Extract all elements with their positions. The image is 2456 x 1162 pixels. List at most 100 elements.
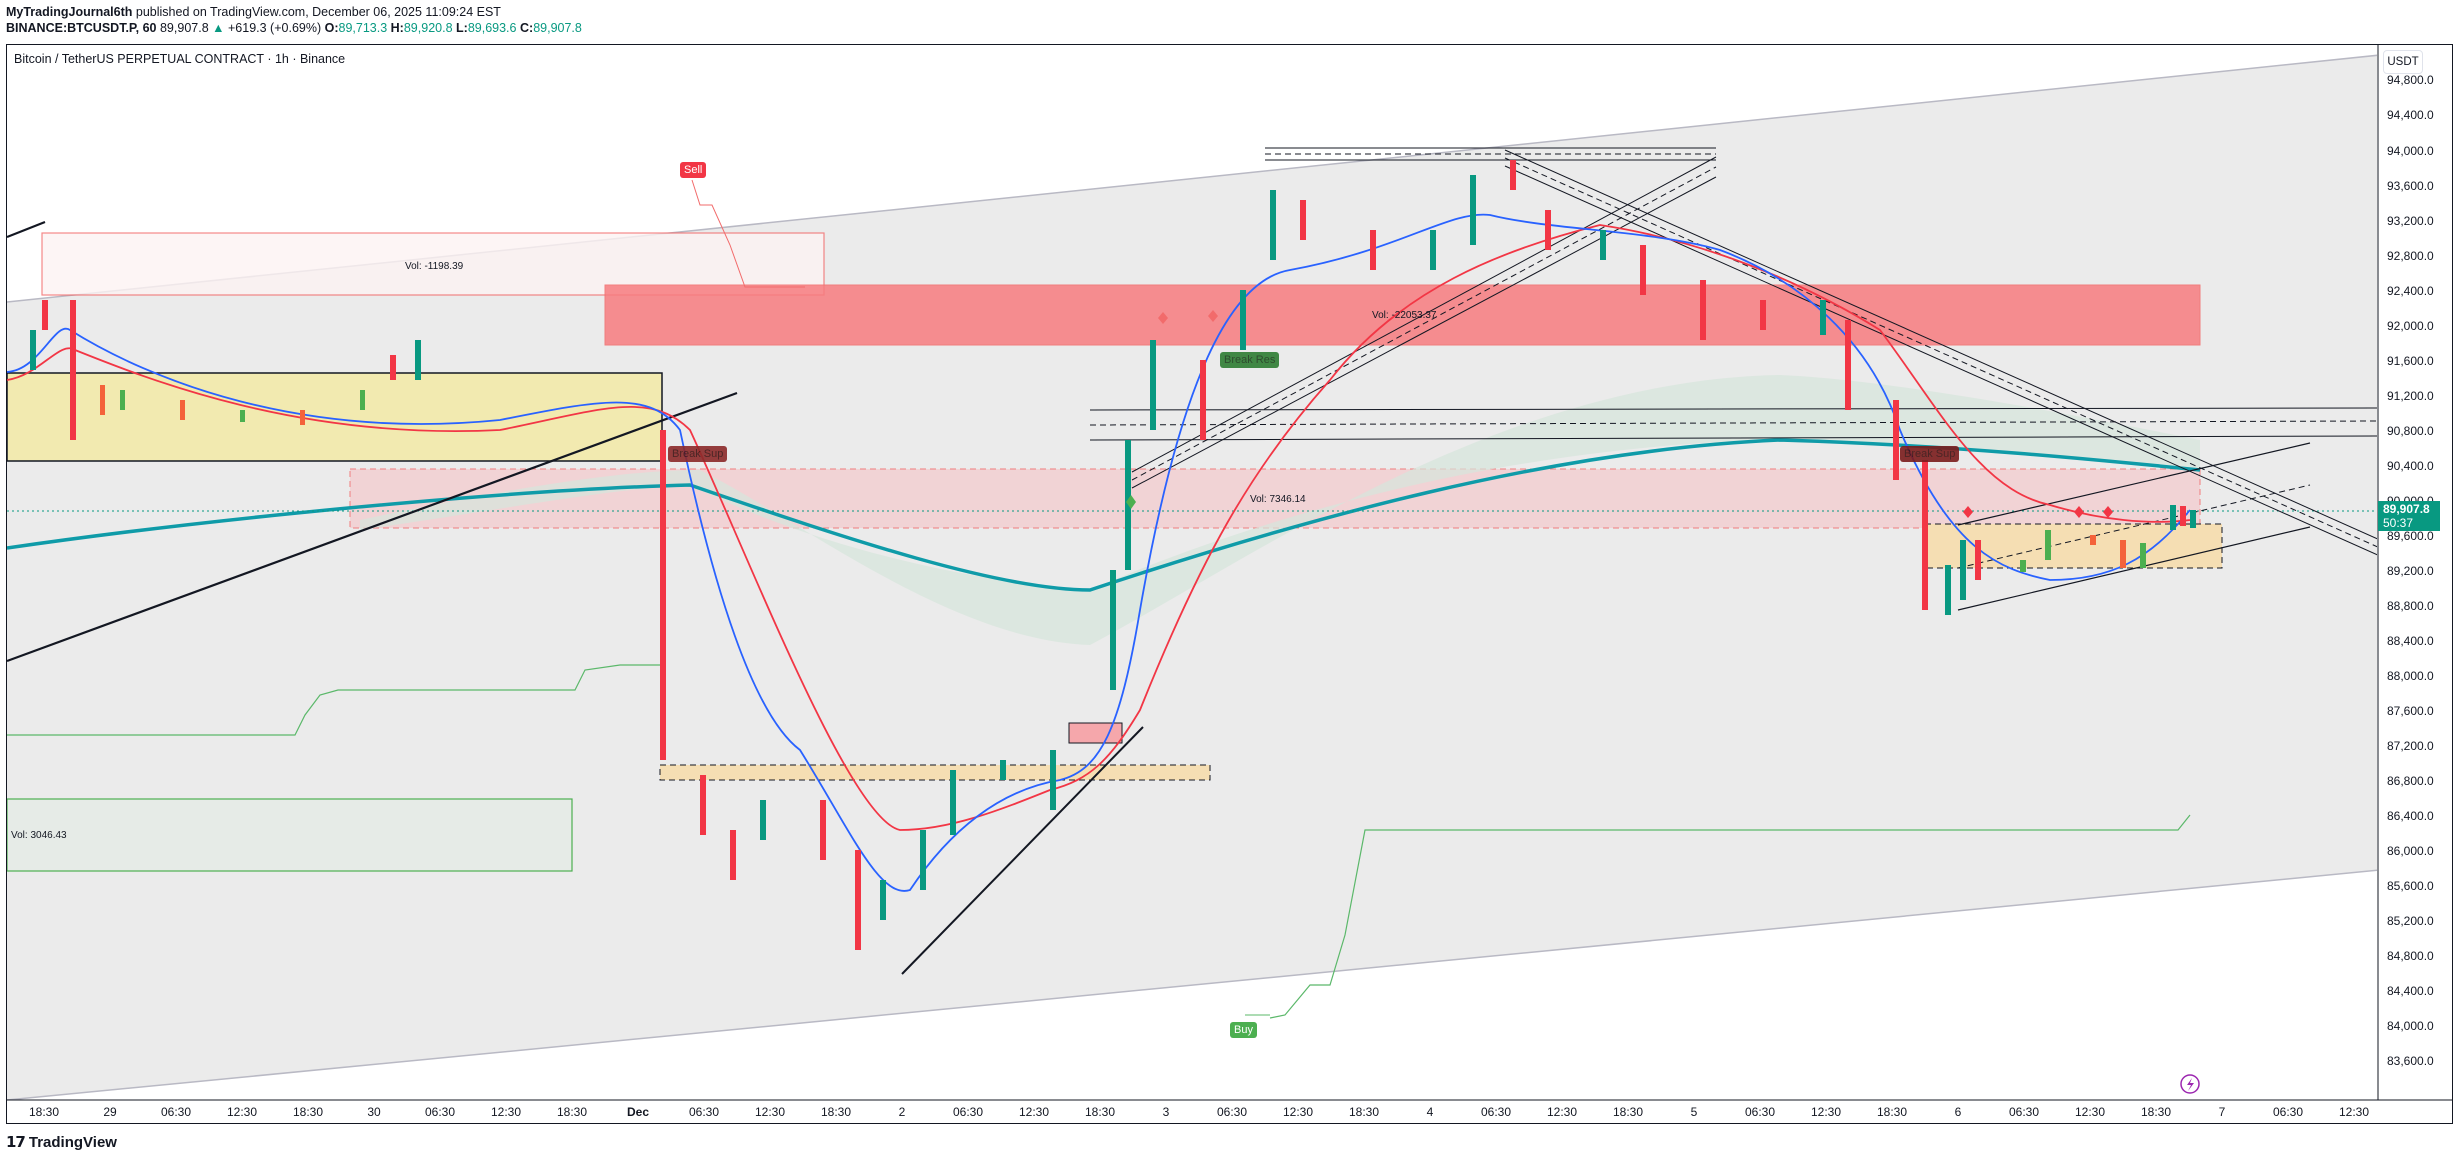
svg-text:87,600.0: 87,600.0 [2387, 704, 2434, 718]
break-res-label: Break Res [1220, 352, 1280, 368]
svg-text:92,400.0: 92,400.0 [2387, 284, 2434, 298]
vol-label-bottom: Vol: 3046.43 [11, 830, 67, 841]
svg-text:18:30: 18:30 [1349, 1105, 1379, 1119]
svg-text:12:30: 12:30 [1811, 1105, 1841, 1119]
time-axis[interactable]: 18:30 29 06:30 12:30 18:30 30 06:30 12:3… [29, 1105, 2369, 1119]
high-value: 89,920.8 [403, 21, 453, 35]
svg-text:85,600.0: 85,600.0 [2387, 879, 2434, 893]
svg-text:87,200.0: 87,200.0 [2387, 739, 2434, 753]
svg-text:18:30: 18:30 [2141, 1105, 2171, 1119]
currency-button[interactable]: USDT [2383, 50, 2423, 74]
svg-text:84,000.0: 84,000.0 [2387, 1019, 2434, 1033]
svg-text:12:30: 12:30 [755, 1105, 785, 1119]
svg-text:86,000.0: 86,000.0 [2387, 844, 2434, 858]
buy-signal-label: Buy [1230, 1022, 1257, 1038]
svg-text:06:30: 06:30 [953, 1105, 983, 1119]
chart-title: Bitcoin / TetherUS PERPETUAL CONTRACT · … [14, 52, 346, 66]
svg-text:12:30: 12:30 [1547, 1105, 1577, 1119]
lightning-icon[interactable] [2180, 1074, 2200, 1094]
svg-text:84,400.0: 84,400.0 [2387, 984, 2434, 998]
svg-text:18:30: 18:30 [293, 1105, 323, 1119]
close-value: 89,907.8 [533, 21, 582, 35]
vol-label-top: Vol: -1198.39 [405, 261, 464, 272]
svg-text:5: 5 [1691, 1105, 1698, 1119]
svg-text:91,200.0: 91,200.0 [2387, 389, 2434, 403]
volume-box-bottom [7, 798, 573, 872]
svg-text:88,800.0: 88,800.0 [2387, 599, 2434, 613]
svg-text:12:30: 12:30 [1283, 1105, 1313, 1119]
svg-text:83,600.0: 83,600.0 [2387, 1054, 2434, 1068]
svg-text:06:30: 06:30 [1745, 1105, 1775, 1119]
svg-text:94,800.0: 94,800.0 [2387, 73, 2434, 87]
small-supply-box [1068, 722, 1123, 744]
svg-text:94,000.0: 94,000.0 [2387, 144, 2434, 158]
ema-slow-line [7, 224, 2191, 831]
svg-text:06:30: 06:30 [161, 1105, 191, 1119]
range-box [7, 372, 663, 462]
svg-text:Dec: Dec [627, 1105, 649, 1119]
svg-text:92,000.0: 92,000.0 [2387, 319, 2434, 333]
high-label: H: [390, 21, 404, 35]
svg-text:12:30: 12:30 [1019, 1105, 1049, 1119]
author-name[interactable]: MyTradingJournal6th [6, 5, 133, 19]
break-sup-label-1: Break Sup [668, 446, 728, 462]
svg-text:06:30: 06:30 [1217, 1105, 1247, 1119]
svg-text:30: 30 [367, 1105, 381, 1119]
price-axis[interactable]: 94,800.0 94,400.0 94,000.0 93,600.0 93,2… [2387, 73, 2434, 1068]
svg-text:18:30: 18:30 [1613, 1105, 1643, 1119]
svg-text:06:30: 06:30 [2273, 1105, 2303, 1119]
break-sup-label-2: Break Sup [1900, 446, 1960, 462]
sell-signal-label: Sell [680, 162, 707, 178]
ema-fast-line [7, 213, 2191, 892]
svg-text:89,600.0: 89,600.0 [2387, 529, 2434, 543]
svg-text:93,200.0: 93,200.0 [2387, 214, 2434, 228]
svg-text:88,000.0: 88,000.0 [2387, 669, 2434, 683]
tradingview-brand: TradingView [28, 1133, 117, 1151]
svg-text:88,400.0: 88,400.0 [2387, 634, 2434, 648]
svg-text:18:30: 18:30 [1085, 1105, 1115, 1119]
close-label: C: [519, 21, 534, 35]
tradingview-mark-icon: 𝟭𝟳 [6, 1134, 26, 1151]
svg-text:86,800.0: 86,800.0 [2387, 774, 2434, 788]
svg-text:90,400.0: 90,400.0 [2387, 459, 2434, 473]
svg-text:7: 7 [2219, 1105, 2226, 1119]
svg-text:84,800.0: 84,800.0 [2387, 949, 2434, 963]
bar-countdown: 50:37 [2383, 516, 2414, 530]
svg-text:4: 4 [1427, 1105, 1434, 1119]
svg-text:89,200.0: 89,200.0 [2387, 564, 2434, 578]
low-label: L: [456, 21, 468, 35]
vol-label-res: Vol: -22053.37 [1372, 310, 1437, 321]
svg-text:06:30: 06:30 [1481, 1105, 1511, 1119]
open-value: 89,713.3 [338, 21, 388, 35]
svg-text:18:30: 18:30 [29, 1105, 59, 1119]
svg-text:90,800.0: 90,800.0 [2387, 424, 2434, 438]
svg-text:18:30: 18:30 [1877, 1105, 1907, 1119]
vol-label-mid: Vol: 7346.14 [1250, 494, 1306, 505]
svg-text:06:30: 06:30 [689, 1105, 719, 1119]
svg-text:91,600.0: 91,600.0 [2387, 354, 2434, 368]
svg-text:18:30: 18:30 [821, 1105, 851, 1119]
svg-text:12:30: 12:30 [2075, 1105, 2105, 1119]
supply-zone [604, 284, 2201, 346]
symbol-label: BINANCE:BTCUSDT.P, 60 [6, 21, 157, 35]
svg-text:6: 6 [1955, 1105, 1962, 1119]
current-price-tag: 89,907.8 50:37 [2378, 501, 2440, 531]
up-arrow-icon: ▲ [212, 21, 225, 35]
open-label: O: [324, 21, 339, 35]
low-value: 89,693.6 [467, 21, 517, 35]
svg-text:92,800.0: 92,800.0 [2387, 249, 2434, 263]
ma-long-line [7, 438, 2201, 592]
svg-text:18:30: 18:30 [557, 1105, 587, 1119]
svg-text:86,400.0: 86,400.0 [2387, 809, 2434, 823]
svg-text:29: 29 [103, 1105, 117, 1119]
svg-text:12:30: 12:30 [491, 1105, 521, 1119]
demand-zone-right [1924, 523, 2223, 569]
demand-zone-left [659, 764, 1211, 781]
publish-header: MyTradingJournal6th published on Trading… [6, 4, 582, 36]
svg-text:12:30: 12:30 [2339, 1105, 2369, 1119]
svg-text:06:30: 06:30 [425, 1105, 455, 1119]
svg-text:85,200.0: 85,200.0 [2387, 914, 2434, 928]
tradingview-logo[interactable]: 𝟭𝟳 TradingView [6, 1133, 117, 1152]
publish-info: published on TradingView.com, December 0… [135, 5, 501, 19]
